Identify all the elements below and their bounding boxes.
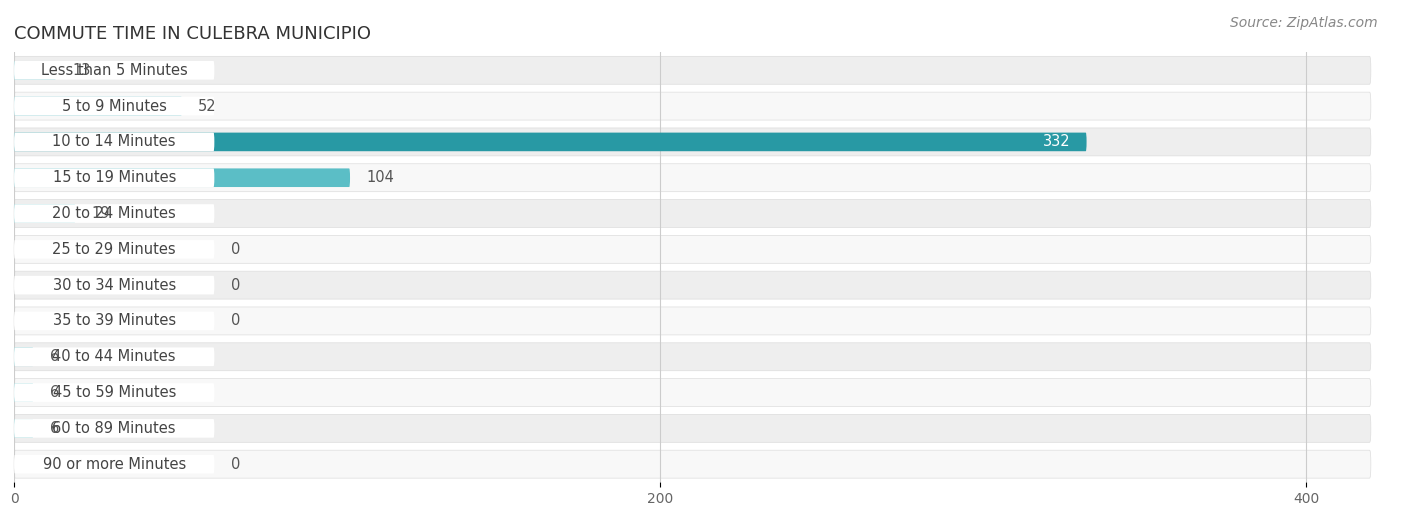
- FancyBboxPatch shape: [14, 307, 1371, 335]
- Text: 30 to 34 Minutes: 30 to 34 Minutes: [52, 278, 176, 292]
- FancyBboxPatch shape: [14, 240, 214, 259]
- FancyBboxPatch shape: [14, 455, 214, 474]
- Text: Less than 5 Minutes: Less than 5 Minutes: [41, 63, 187, 78]
- FancyBboxPatch shape: [14, 204, 214, 223]
- FancyBboxPatch shape: [14, 343, 1371, 370]
- FancyBboxPatch shape: [14, 61, 214, 80]
- FancyBboxPatch shape: [14, 235, 1371, 263]
- FancyBboxPatch shape: [14, 379, 1371, 407]
- Text: 5 to 9 Minutes: 5 to 9 Minutes: [62, 99, 167, 114]
- FancyBboxPatch shape: [14, 414, 1371, 442]
- Text: 104: 104: [366, 170, 394, 185]
- FancyBboxPatch shape: [14, 61, 56, 80]
- Text: 332: 332: [1043, 135, 1070, 149]
- FancyBboxPatch shape: [14, 347, 34, 366]
- FancyBboxPatch shape: [14, 271, 1371, 299]
- Text: 10 to 14 Minutes: 10 to 14 Minutes: [52, 135, 176, 149]
- FancyBboxPatch shape: [14, 168, 214, 187]
- Text: 0: 0: [231, 278, 240, 292]
- FancyBboxPatch shape: [14, 168, 350, 187]
- Text: 0: 0: [231, 457, 240, 472]
- FancyBboxPatch shape: [14, 133, 1087, 151]
- Text: 6: 6: [49, 350, 59, 364]
- FancyBboxPatch shape: [14, 450, 1371, 478]
- Text: 13: 13: [72, 63, 90, 78]
- FancyBboxPatch shape: [14, 57, 1371, 84]
- Text: 52: 52: [198, 99, 217, 114]
- FancyBboxPatch shape: [14, 347, 214, 366]
- FancyBboxPatch shape: [14, 164, 1371, 192]
- Text: 60 to 89 Minutes: 60 to 89 Minutes: [52, 421, 176, 436]
- FancyBboxPatch shape: [14, 383, 34, 402]
- FancyBboxPatch shape: [14, 133, 214, 151]
- FancyBboxPatch shape: [14, 97, 181, 115]
- Text: 90 or more Minutes: 90 or more Minutes: [42, 457, 186, 472]
- Text: 6: 6: [49, 421, 59, 436]
- FancyBboxPatch shape: [14, 204, 76, 223]
- FancyBboxPatch shape: [14, 92, 1371, 120]
- FancyBboxPatch shape: [14, 97, 214, 115]
- Text: 20 to 24 Minutes: 20 to 24 Minutes: [52, 206, 176, 221]
- FancyBboxPatch shape: [14, 419, 34, 438]
- FancyBboxPatch shape: [14, 312, 214, 330]
- Text: 0: 0: [231, 313, 240, 329]
- Text: 35 to 39 Minutes: 35 to 39 Minutes: [52, 313, 176, 329]
- Text: Source: ZipAtlas.com: Source: ZipAtlas.com: [1230, 16, 1378, 30]
- Text: 15 to 19 Minutes: 15 to 19 Minutes: [52, 170, 176, 185]
- Text: COMMUTE TIME IN CULEBRA MUNICIPIO: COMMUTE TIME IN CULEBRA MUNICIPIO: [14, 25, 371, 42]
- Text: 19: 19: [91, 206, 110, 221]
- FancyBboxPatch shape: [14, 200, 1371, 227]
- Text: 25 to 29 Minutes: 25 to 29 Minutes: [52, 242, 176, 257]
- FancyBboxPatch shape: [14, 128, 1371, 156]
- Text: 6: 6: [49, 385, 59, 400]
- Text: 0: 0: [231, 242, 240, 257]
- FancyBboxPatch shape: [14, 419, 214, 438]
- FancyBboxPatch shape: [14, 276, 214, 294]
- Text: 45 to 59 Minutes: 45 to 59 Minutes: [52, 385, 176, 400]
- FancyBboxPatch shape: [14, 383, 214, 402]
- Text: 40 to 44 Minutes: 40 to 44 Minutes: [52, 350, 176, 364]
